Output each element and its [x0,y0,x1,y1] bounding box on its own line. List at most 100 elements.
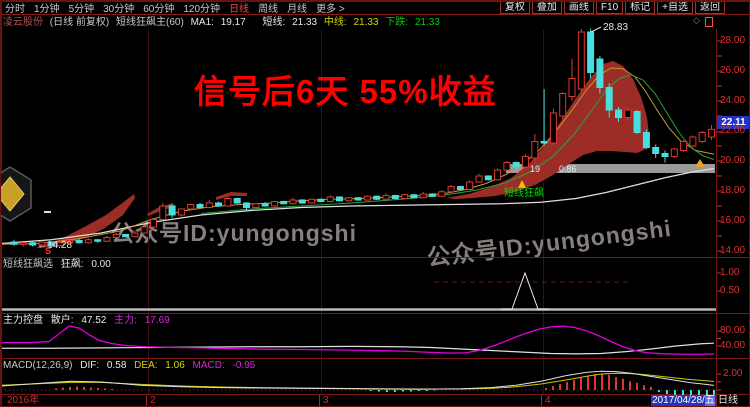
ma-line-white [1,167,715,245]
current-price-badge: 22.11 [717,116,749,129]
candle-body [410,194,418,199]
flash-value-label: 狂飙: [60,259,84,270]
period-tab-60分钟[interactable]: 60分钟 [143,4,175,15]
price-axis-label: 24.00 [720,95,746,106]
chart-mode: (日线 前复权) [49,17,110,28]
main-force-line [1,325,715,355]
flash-panel-header: 短线狂飙选 狂飙: 0.00 [3,259,116,270]
candle-body [10,241,18,245]
candle-body [224,198,232,207]
candle-body [568,78,576,97]
candle-body [373,195,381,200]
period-tab-月线[interactable]: 月线 [287,4,308,15]
candle-body [252,203,260,208]
candle-body [363,195,371,201]
indicator-name[interactable]: 短线狂飙主(60) [116,17,184,28]
time-axis: 2016年 2017/04/28/五 日线 2 3 4 [1,395,749,406]
candle-body [494,169,502,181]
candle-body [698,132,706,142]
period-tab-分时[interactable]: 分时 [5,4,25,15]
candle-body [103,237,111,242]
signal-cloud [216,192,247,200]
support-band [506,164,715,173]
month-label-4: 4 [545,395,551,406]
candle-body [522,156,529,168]
flash-spike-line [501,271,549,310]
sell-marker: S [45,246,52,256]
candle-body [401,194,409,199]
price-axis-label: 16.00 [720,215,746,226]
candle-body [317,198,325,202]
diamond-icon[interactable]: ◇ [693,15,700,25]
control-axis-label: 80.00 [720,325,746,336]
dea-label: DEA: [134,360,158,371]
control-panel-title[interactable]: 主力控盘 [3,315,43,326]
ma-line-green [200,74,715,214]
main-force-label: 主力: [114,315,137,326]
candle-body [605,87,613,111]
candle-body [112,234,120,238]
candle-body [57,242,64,247]
down-value: 21.33 [414,17,440,28]
low-price-label: ←14.28 [37,240,73,251]
window-box-icon[interactable] [705,17,713,27]
macd-panel-header: MACD(12,26,9) DIF: 0.58 DEA: 1.06 MACD: … [3,360,260,371]
period-tab-5分钟[interactable]: 5分钟 [68,4,95,15]
band-label-left: 19 [530,164,541,174]
price-axis-label: 14.00 [720,245,746,256]
price-axis-label: 28.00 [720,35,746,46]
macd-label: MACD: [192,360,225,371]
candle-body [308,198,316,204]
candle-body [131,232,139,238]
period-cell-label: 日线 [718,395,738,406]
flash-panel-title[interactable]: 短线狂飙选 [3,259,53,270]
candle-body [708,128,715,138]
candle-body [354,197,362,201]
candle-body [187,204,195,210]
candle-body [140,226,148,234]
period-tab-周线[interactable]: 周线 [258,4,279,15]
candle-body [336,196,343,202]
candle-body [689,136,697,147]
dea-value: 1.06 [165,360,185,371]
gold-gem-logo [1,166,32,222]
candle-body [642,132,650,148]
date-text: 2017/04/28/ [652,395,705,406]
candle-body [261,203,269,207]
short-label: 短线: [262,17,286,28]
signal-cloud [446,61,649,199]
candle-body [243,202,250,208]
candle-body [382,195,390,200]
candle-body [624,109,632,118]
candle-body [47,241,55,247]
candle-body [615,109,622,118]
high-price-label: 28.83 [603,22,629,33]
price-axis-label: 18.00 [720,185,746,196]
macd-panel-title[interactable]: MACD(12,26,9) [3,360,73,371]
period-tab-120分钟[interactable]: 120分钟 [183,4,221,15]
candle-body [38,241,46,246]
ma1-value: 19.17 [220,17,246,28]
candle-body [475,175,483,183]
stock-name[interactable]: 凌云股份 [3,17,43,28]
price-axis-label: 26.00 [720,65,746,76]
price-axis-label: 22.00 [720,125,746,136]
period-tab-30分钟[interactable]: 30分钟 [103,4,135,15]
candle-body [596,58,604,88]
candle-body [159,205,167,220]
candle-body [680,141,688,151]
period-tab-更多 >[interactable]: 更多 > [316,4,345,15]
period-tab-1分钟[interactable]: 1分钟 [34,4,60,15]
candle-body [429,193,436,197]
mid-label: 中线: [323,17,347,28]
mid-value: 21.33 [353,17,379,28]
candle-body [75,240,83,244]
flash-axis-label: 1.00 [720,267,740,278]
period-tab-日线[interactable]: 日线 [229,4,250,15]
candle-body [540,141,548,144]
candle-body [215,202,223,207]
retail-line [1,342,715,355]
candle-body [84,239,92,244]
